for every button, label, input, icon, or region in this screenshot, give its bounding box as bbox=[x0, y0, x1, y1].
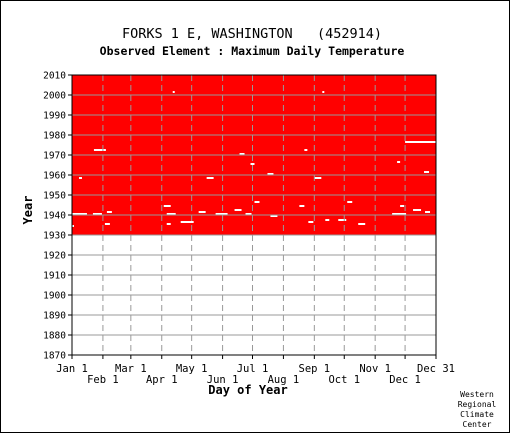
missing-data-segment bbox=[400, 205, 405, 207]
missing-data-segment bbox=[93, 149, 106, 151]
missing-data-segment bbox=[92, 213, 102, 215]
credit-line-3: Climate bbox=[460, 410, 494, 419]
y-tick-label: 1960 bbox=[43, 171, 66, 182]
y-tick-label: 1870 bbox=[43, 351, 66, 362]
x-tick-label: Dec 31 bbox=[417, 363, 455, 375]
missing-data-segment bbox=[206, 177, 214, 179]
missing-data-segment bbox=[215, 213, 228, 215]
y-tick-label: 2000 bbox=[43, 91, 66, 102]
missing-data-segment bbox=[314, 177, 322, 179]
y-tick-label: 1920 bbox=[43, 251, 66, 262]
x-axis-title: Day of Year bbox=[208, 383, 287, 397]
credit-block: Western Regional Climate Center bbox=[458, 390, 497, 429]
missing-data-segment bbox=[104, 223, 110, 225]
x-tick-label: Dec 1 bbox=[389, 374, 421, 386]
missing-data-segment bbox=[166, 223, 171, 225]
missing-data-segment bbox=[166, 213, 176, 215]
missing-data-segment bbox=[250, 163, 255, 165]
credit-line-1: Western bbox=[460, 390, 494, 399]
missing-data-segment bbox=[239, 153, 245, 155]
missing-data-segment bbox=[424, 171, 430, 173]
missing-data-segment bbox=[267, 173, 274, 175]
missing-data-segment bbox=[304, 149, 308, 151]
missing-data-segment bbox=[358, 223, 366, 225]
missing-data-segment bbox=[234, 209, 242, 211]
missing-data-segment bbox=[308, 221, 314, 223]
y-tick-label: 1900 bbox=[43, 291, 66, 302]
missing-data-segment bbox=[270, 215, 278, 217]
missing-data-segment bbox=[322, 91, 325, 93]
missing-data-segment bbox=[78, 177, 82, 179]
y-tick-label: 1930 bbox=[43, 231, 66, 242]
x-tick-label: Aug 1 bbox=[268, 374, 300, 386]
x-tick-label: Nov 1 bbox=[359, 363, 391, 375]
x-tick-label: Jun 1 bbox=[207, 374, 239, 386]
missing-data-segment bbox=[325, 219, 330, 221]
y-tick-label: 1980 bbox=[43, 131, 66, 142]
x-tick-label: Sep 1 bbox=[299, 363, 331, 375]
missing-data-segment bbox=[425, 211, 431, 213]
chart-subtitle: Observed Element : Maximum Daily Tempera… bbox=[100, 44, 405, 58]
y-tick-label: 1890 bbox=[43, 311, 66, 322]
y-tick-label: 1880 bbox=[43, 331, 66, 342]
y-tick-label: 1990 bbox=[43, 111, 66, 122]
missing-data-segment bbox=[163, 205, 171, 207]
missing-data-segment bbox=[180, 221, 194, 223]
missing-data-segment bbox=[254, 201, 260, 203]
missing-data-segment bbox=[347, 201, 353, 203]
missing-data-segment bbox=[245, 213, 252, 215]
missing-data-segment bbox=[397, 161, 401, 163]
missing-data-segment bbox=[392, 213, 407, 215]
x-tick-label: Mar 1 bbox=[115, 363, 147, 375]
y-tick-label: 1910 bbox=[43, 271, 66, 282]
x-tick-label: May 1 bbox=[176, 363, 208, 375]
chart-title: FORKS 1 E, WASHINGTON (452914) bbox=[122, 26, 382, 42]
missing-data-segment bbox=[106, 211, 112, 213]
x-tick-label: Feb 1 bbox=[87, 374, 119, 386]
missing-data-segment bbox=[299, 205, 305, 207]
plot-area: 1870 1880 1890 1900 1910 1920 1930 1940 1950 1960… bbox=[43, 71, 455, 387]
missing-data-segment bbox=[198, 211, 206, 213]
missing-data-segment bbox=[338, 219, 347, 221]
y-tick-label: 1940 bbox=[43, 211, 66, 222]
credit-line-4: Center bbox=[463, 420, 492, 429]
missing-data-segment bbox=[72, 213, 87, 215]
y-tick-label: 1970 bbox=[43, 151, 66, 162]
missing-data-segment bbox=[172, 91, 175, 93]
x-tick-label: Apr 1 bbox=[146, 374, 178, 386]
x-tick-label: Jan 1 bbox=[56, 363, 88, 375]
missing-data-segment bbox=[72, 225, 74, 227]
x-tick-label: Jul 1 bbox=[237, 363, 269, 375]
x-tick-label: Oct 1 bbox=[328, 374, 360, 386]
credit-line-2: Regional bbox=[458, 400, 497, 409]
y-tick-label: 2010 bbox=[43, 71, 66, 82]
y-tick-label: 1950 bbox=[43, 191, 66, 202]
missing-data-segment bbox=[413, 209, 422, 211]
y-axis-title: Year bbox=[21, 196, 35, 225]
missing-data-segment bbox=[405, 141, 437, 143]
